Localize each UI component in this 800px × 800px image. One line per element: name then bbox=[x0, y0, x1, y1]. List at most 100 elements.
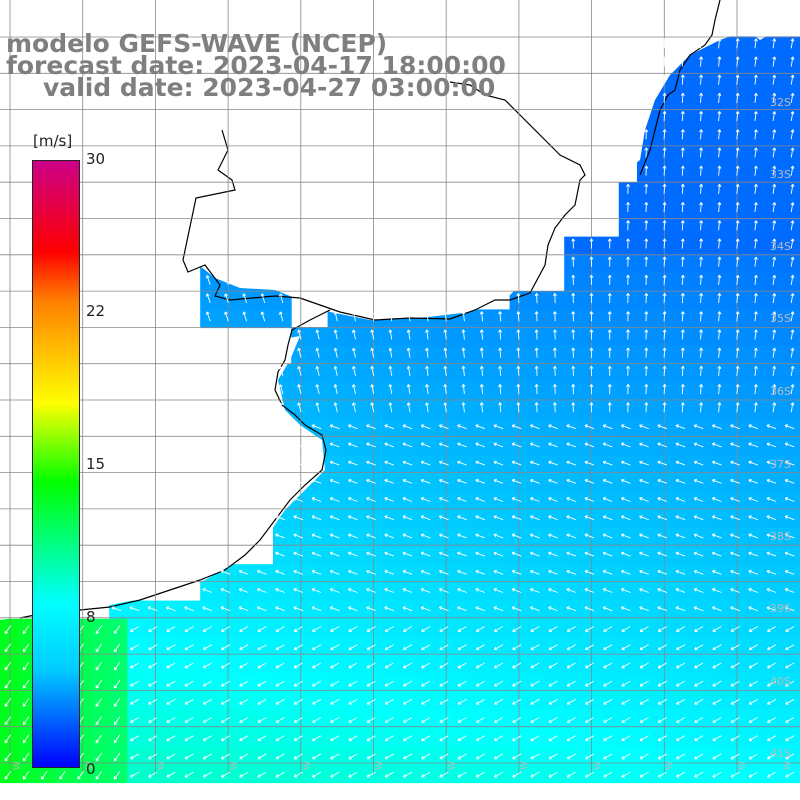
wind-arrow bbox=[566, 424, 577, 430]
wind-arrow bbox=[311, 533, 322, 539]
wind-arrow bbox=[425, 365, 429, 376]
wind-arrow bbox=[275, 680, 285, 687]
wind-arrow bbox=[699, 38, 704, 49]
wind-arrow bbox=[512, 644, 522, 651]
wind-arrow bbox=[607, 329, 612, 340]
colorbar-tick: 0 bbox=[86, 760, 96, 778]
wind-arrow bbox=[680, 111, 685, 122]
wind-arrow bbox=[311, 515, 322, 521]
wind-arrow bbox=[260, 311, 266, 322]
wind-arrow bbox=[585, 626, 595, 632]
wind-arrow bbox=[748, 478, 759, 484]
wind-arrow bbox=[693, 424, 704, 430]
wind-arrow bbox=[585, 771, 595, 778]
wind-arrow bbox=[384, 588, 395, 593]
wind-arrow bbox=[315, 347, 320, 358]
wind-arrow bbox=[366, 626, 376, 632]
wind-arrow bbox=[790, 238, 795, 249]
wind-arrow bbox=[221, 680, 231, 687]
wind-arrow bbox=[766, 551, 777, 557]
wind-arrow bbox=[534, 402, 539, 413]
wind-arrow bbox=[534, 384, 539, 395]
wind-arrow bbox=[790, 56, 795, 67]
wind-arrow bbox=[275, 606, 285, 612]
wind-arrow bbox=[694, 717, 704, 723]
wind-arrow bbox=[548, 478, 558, 484]
wind-arrow bbox=[220, 588, 231, 593]
wind-arrow bbox=[420, 460, 431, 466]
wind-arrow bbox=[754, 129, 758, 140]
wind-arrow bbox=[730, 644, 740, 651]
wind-arrow bbox=[257, 644, 267, 651]
wind-arrow bbox=[712, 626, 722, 632]
wind-arrow bbox=[694, 626, 704, 632]
wind-arrow bbox=[680, 293, 685, 304]
wind-arrow bbox=[657, 717, 667, 723]
wind-arrow bbox=[662, 183, 667, 194]
wind-arrow bbox=[22, 752, 30, 762]
wind-arrow bbox=[498, 365, 503, 376]
wind-arrow bbox=[77, 770, 84, 780]
wind-arrow bbox=[388, 311, 393, 322]
wind-arrow bbox=[675, 551, 686, 557]
wind-arrow bbox=[748, 569, 759, 575]
wind-arrow bbox=[438, 533, 449, 539]
wind-arrow bbox=[790, 384, 795, 395]
wind-arrow bbox=[4, 625, 12, 635]
wind-arrow bbox=[205, 275, 211, 285]
wind-arrow bbox=[785, 626, 795, 632]
wind-arrow bbox=[403, 698, 413, 705]
wind-arrow bbox=[315, 329, 320, 340]
wind-arrow bbox=[644, 111, 649, 122]
wind-arrow bbox=[712, 662, 722, 669]
wind-arrow bbox=[275, 569, 285, 575]
wind-arrow bbox=[766, 442, 777, 448]
wind-arrow bbox=[699, 147, 704, 158]
wind-arrow bbox=[748, 735, 758, 742]
wind-arrow bbox=[712, 717, 722, 723]
wind-arrow bbox=[184, 662, 194, 669]
wind-arrow bbox=[384, 478, 395, 484]
wind-arrow bbox=[275, 753, 285, 760]
wind-arrow bbox=[680, 311, 685, 322]
wind-arrow bbox=[790, 202, 795, 213]
wind-arrow bbox=[620, 497, 631, 502]
wind-arrow bbox=[735, 402, 740, 413]
wind-arrow bbox=[457, 606, 467, 612]
wind-arrow bbox=[644, 74, 649, 85]
wind-arrow bbox=[242, 275, 248, 285]
wind-arrow bbox=[347, 424, 358, 430]
wind-arrow bbox=[662, 384, 667, 395]
wind-arrow bbox=[548, 460, 558, 466]
wind-arrow bbox=[772, 74, 777, 85]
wind-arrow bbox=[256, 588, 267, 593]
wind-arrow bbox=[694, 735, 704, 742]
wind-arrow bbox=[772, 111, 777, 122]
wind-arrow bbox=[699, 74, 704, 85]
wind-arrow bbox=[315, 402, 320, 413]
wind-arrow bbox=[439, 698, 449, 705]
wind-arrow bbox=[457, 771, 467, 778]
wind-arrow bbox=[384, 497, 395, 502]
wind-arrow bbox=[420, 478, 431, 484]
wind-arrow bbox=[766, 460, 777, 466]
wind-arrow bbox=[767, 735, 777, 742]
wind-arrow bbox=[662, 274, 667, 285]
wind-arrow bbox=[626, 384, 630, 395]
wind-arrow bbox=[657, 515, 668, 521]
wind-arrow bbox=[475, 753, 485, 760]
wind-arrow bbox=[767, 698, 777, 705]
wind-arrow bbox=[95, 770, 103, 780]
wind-arrow bbox=[312, 698, 322, 705]
wind-arrow bbox=[275, 533, 285, 539]
wind-arrow bbox=[421, 662, 431, 669]
wind-arrow bbox=[589, 274, 594, 285]
wind-arrow bbox=[717, 202, 722, 213]
wind-arrow bbox=[717, 129, 722, 140]
wind-arrow bbox=[784, 442, 795, 448]
wind-arrow bbox=[754, 402, 758, 413]
colorbar-unit: [m/s] bbox=[33, 132, 73, 150]
wind-arrow bbox=[221, 753, 231, 760]
wind-arrow bbox=[457, 478, 467, 484]
wind-arrow bbox=[585, 644, 595, 651]
